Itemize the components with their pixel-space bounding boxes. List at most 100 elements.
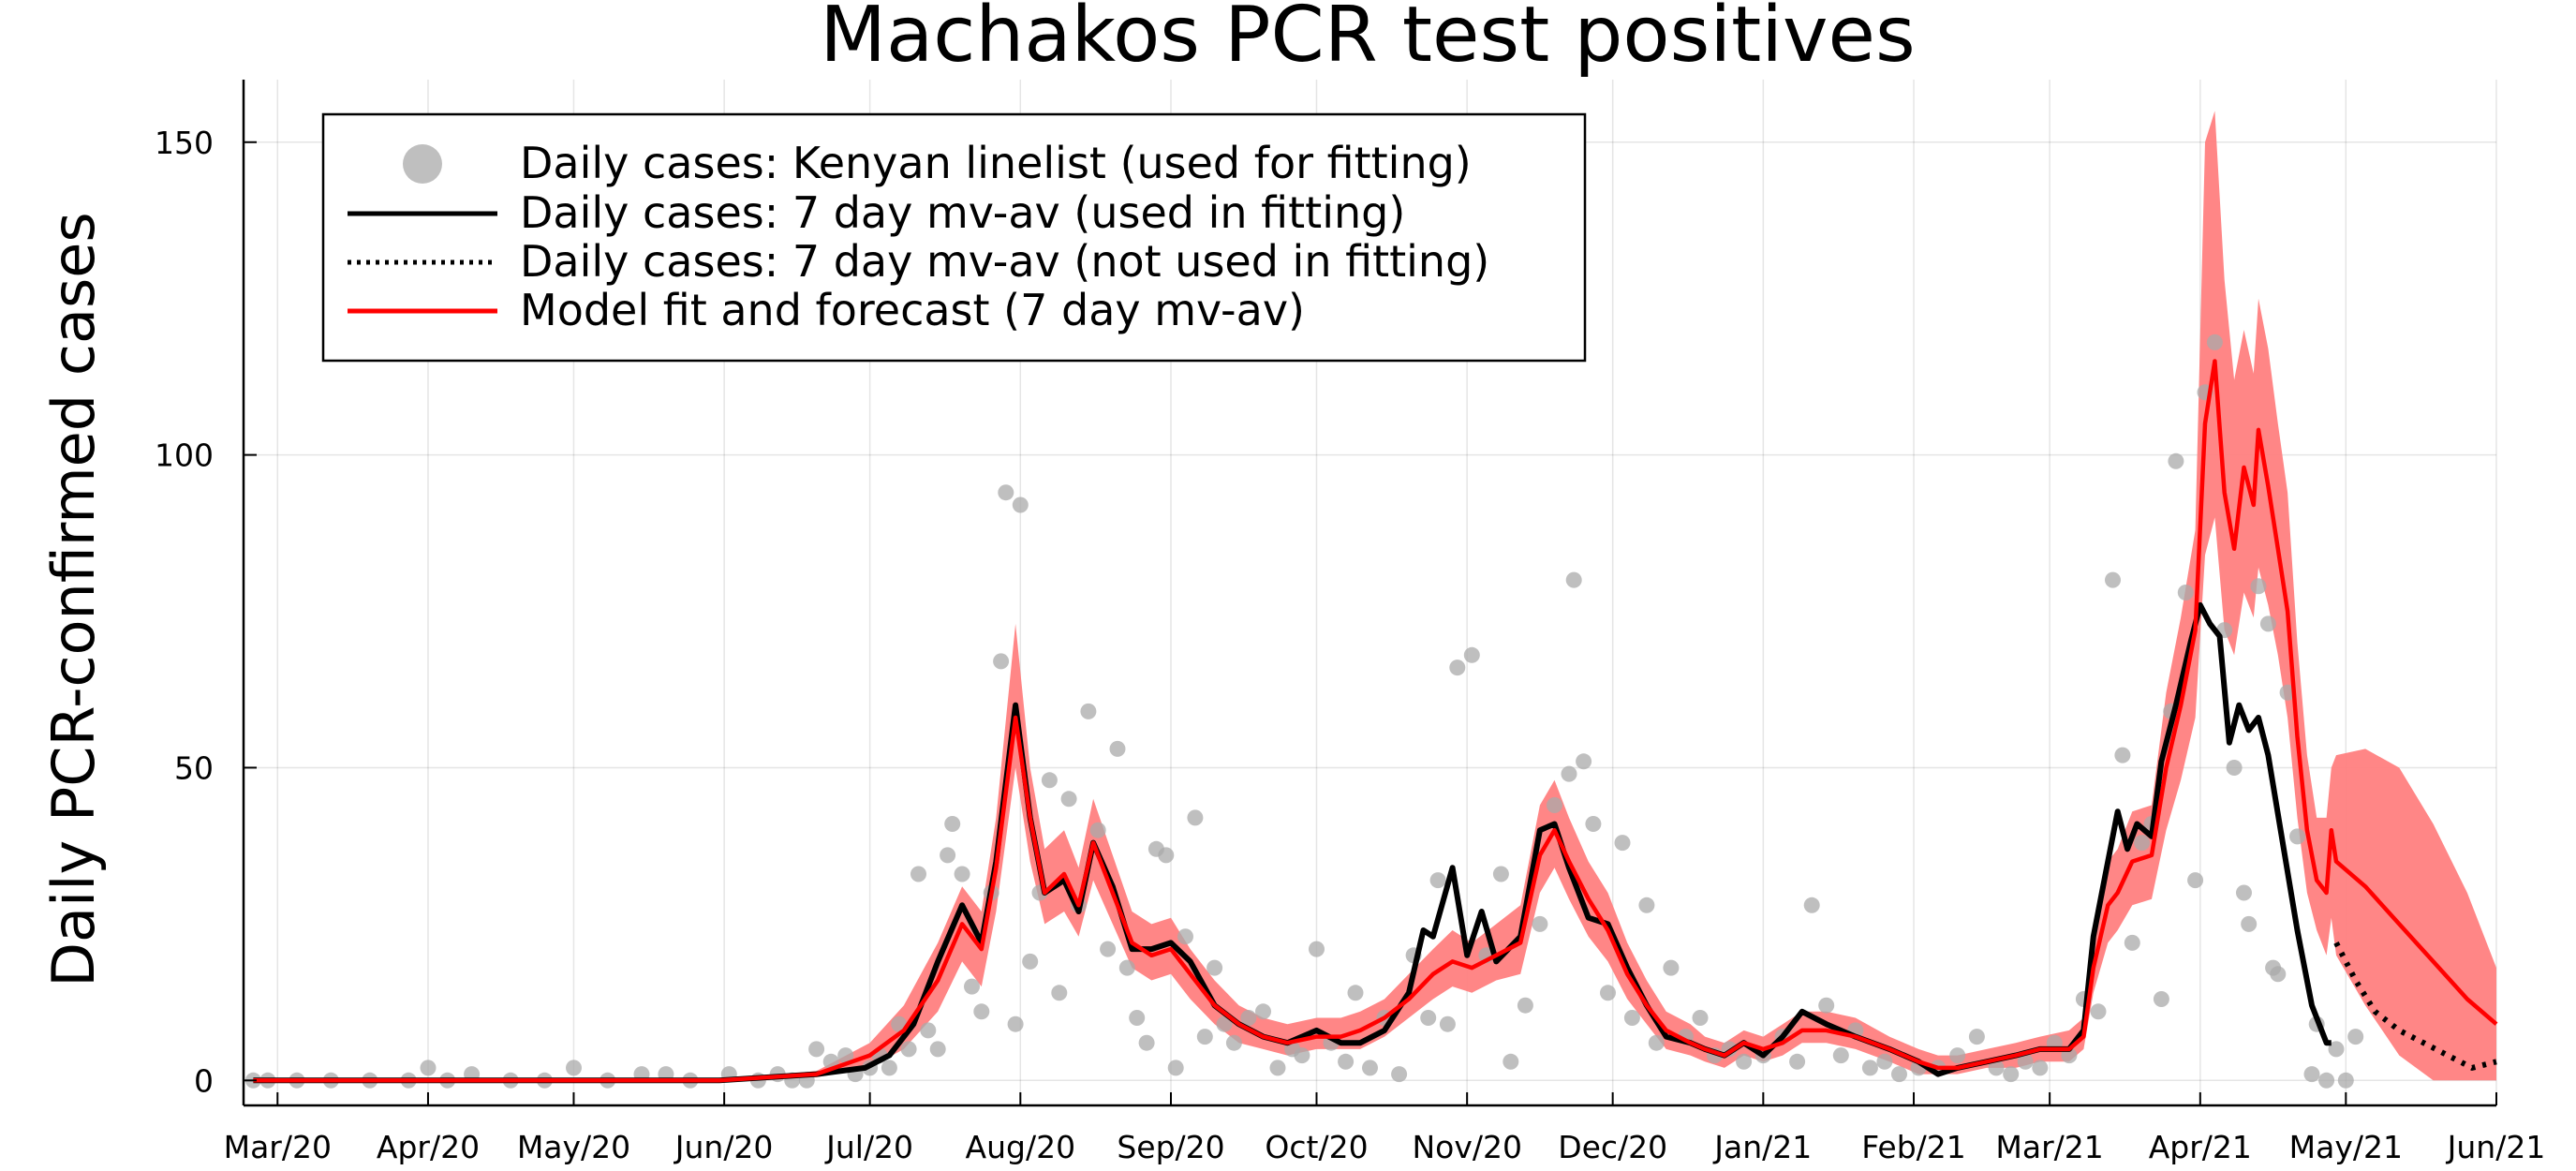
scatter-point <box>1876 1053 1893 1070</box>
scatter-point <box>944 816 961 832</box>
scatter-point <box>1294 1047 1310 1064</box>
scatter-point <box>929 1041 946 1058</box>
legend-label-unfitted-avg: Daily cases: 7 day mv-av (not used in fi… <box>520 236 1489 287</box>
scatter-point <box>1439 1015 1456 1032</box>
scatter-point <box>2177 585 2194 600</box>
scatter-point <box>900 1041 917 1058</box>
x-tick-label-15: Jun/21 <box>2446 1129 2546 1165</box>
x-tick-label-13: Apr/21 <box>2149 1129 2252 1165</box>
scatter-point <box>1463 646 1480 663</box>
scatter-point <box>1051 985 1068 1001</box>
scatter-point <box>1240 1010 1257 1026</box>
scatter-point <box>1391 1066 1408 1083</box>
x-tick-label-1: Apr/20 <box>377 1129 480 1165</box>
legend: Daily cases: Kenyan linelist (used for f… <box>321 112 1587 363</box>
scatter-point <box>1565 571 1582 588</box>
scatter-point <box>1012 497 1029 513</box>
legend-label-fitted-avg: Daily cases: 7 day mv-av (used in fittin… <box>520 187 1405 238</box>
scatter-point <box>1949 1047 1966 1064</box>
scatter-point <box>940 847 956 864</box>
scatter-point <box>1623 1010 1640 1026</box>
scatter-point <box>2289 828 2305 845</box>
scatter-point <box>1600 985 1616 1001</box>
y-tick-label-3: 150 <box>155 125 214 161</box>
scatter-point <box>993 653 1010 670</box>
scatter-point <box>1648 1034 1665 1051</box>
scatter-point <box>2241 915 2258 932</box>
scatter-point <box>1225 1034 1242 1051</box>
legend-box <box>321 112 1587 363</box>
scatter-point <box>2259 615 2276 632</box>
scatter-point <box>1736 1053 1753 1070</box>
scatter-point <box>2236 884 2252 901</box>
scatter-point <box>1803 897 1820 913</box>
scatter-point <box>1832 1047 1849 1064</box>
x-tick-label-9: Dec/20 <box>1558 1129 1667 1165</box>
y-tick-label-0: 0 <box>194 1062 214 1099</box>
scatter-point <box>1138 1034 1155 1051</box>
scatter-point <box>1420 1010 1437 1026</box>
scatter-point <box>1692 1010 1709 1026</box>
scatter-point <box>1216 1015 1233 1032</box>
scatter-point <box>1338 1053 1355 1070</box>
scatter-point <box>2105 571 2121 588</box>
scatter-point <box>2032 1060 2049 1076</box>
scatter-point <box>881 1060 897 1076</box>
x-tick-label-3: Jun/20 <box>674 1129 774 1165</box>
chart-title: Machakos PCR test positives <box>820 0 1915 80</box>
scatter-point <box>2114 747 2131 763</box>
x-tick-label-11: Feb/21 <box>1861 1129 1966 1165</box>
scatter-point <box>2153 991 2169 1007</box>
scatter-point <box>1196 1029 1213 1045</box>
legend-label-scatter: Daily cases: Kenyan linelist (used for f… <box>520 138 1472 188</box>
scatter-point <box>964 978 980 995</box>
scatter-point <box>1663 959 1680 976</box>
scatter-point <box>2318 1072 2335 1089</box>
scatter-point <box>1060 791 1077 808</box>
scatter-point <box>2250 578 2267 595</box>
scatter-point <box>420 1060 437 1076</box>
scatter-point <box>2270 966 2287 983</box>
x-tick-label-14: May/21 <box>2289 1129 2403 1165</box>
scatter-point <box>920 1022 937 1039</box>
x-tick-label-2: May/20 <box>517 1129 630 1165</box>
scatter-point <box>1988 1060 2005 1076</box>
scatter-point <box>1167 1060 1184 1076</box>
scatter-point <box>566 1060 582 1076</box>
scatter-point <box>1968 1029 1985 1045</box>
scatter-point <box>1255 1003 1271 1020</box>
series-line-model <box>253 359 2498 1083</box>
x-tick-labels: Mar/20 Apr/20 May/20 Jun/20 Jul/20 Aug/20 Sep/… <box>224 1129 2546 1165</box>
scatter-point <box>2337 1072 2354 1089</box>
x-tick-label-4: Jul/20 <box>824 1129 913 1165</box>
scatter-point <box>1503 1053 1519 1070</box>
scatter-point <box>1532 915 1548 932</box>
x-tick-label-5: Aug/20 <box>966 1129 1076 1165</box>
scatter-point <box>2303 1066 2320 1083</box>
scatter-point <box>1207 959 1223 976</box>
x-tick-label-12: Mar/21 <box>1995 1129 2103 1165</box>
x-tick-label-8: Nov/20 <box>1412 1129 1522 1165</box>
scatter-point <box>1089 822 1106 838</box>
legend-marker-scatter <box>403 144 442 184</box>
y-tick-label-2: 100 <box>155 437 214 474</box>
scatter-point <box>1269 1060 1286 1076</box>
scatter-point <box>1818 997 1835 1014</box>
scatter-point <box>1614 835 1631 852</box>
scatter-point <box>1576 753 1592 770</box>
scatter-point <box>1100 941 1117 957</box>
scatter-point <box>2090 1003 2107 1020</box>
scatter-point <box>1789 1053 1806 1070</box>
scatter-point <box>1080 703 1097 719</box>
scatter-point <box>1347 985 1364 1001</box>
scatter-point <box>837 1047 854 1064</box>
scatter-point <box>2347 1029 2364 1045</box>
scatter-point <box>1177 928 1193 945</box>
scatter-point <box>2124 934 2140 951</box>
scatter-point <box>1585 816 1602 832</box>
scatter-point <box>1158 847 1175 864</box>
scatter-point <box>1547 797 1562 813</box>
x-tick-label-10: Jan/21 <box>1712 1129 1812 1165</box>
scatter-point <box>1492 866 1509 882</box>
